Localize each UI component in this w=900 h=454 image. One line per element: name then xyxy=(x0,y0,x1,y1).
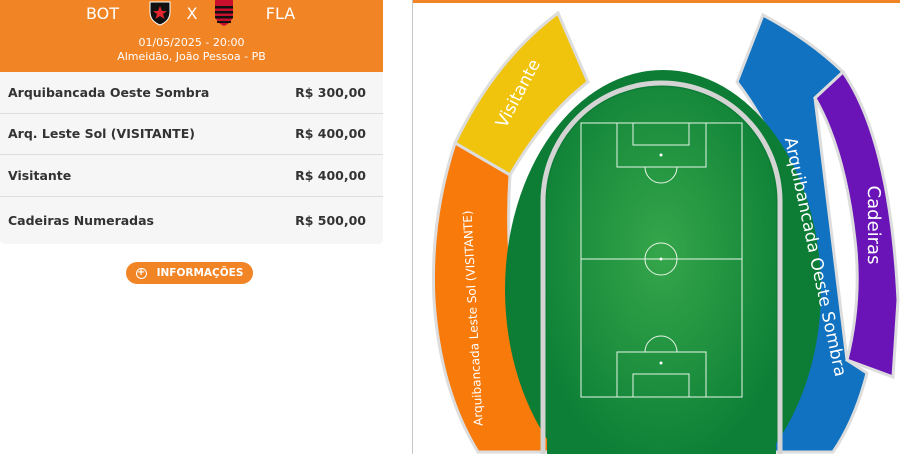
plus-circle-icon: + xyxy=(135,266,147,279)
sector-row[interactable]: Arquibancada Oeste Sombra R$ 300,00 xyxy=(0,72,383,114)
match-header: BOT X FLA 01/05/2025 - 20:00 Almeidão, Jo… xyxy=(0,0,383,72)
botafogo-shield-icon xyxy=(149,1,170,26)
flamengo-shield-icon xyxy=(214,0,233,26)
versus: X xyxy=(186,3,198,23)
match-venue: Almeidão, João Pessoa - PB xyxy=(117,50,266,63)
match-panel: BOT X FLA 01/05/2025 - 20:00 Almeidão, Jo… xyxy=(0,0,383,454)
match-datetime: 01/05/2025 - 20:00 xyxy=(138,36,245,49)
field-area xyxy=(547,87,776,454)
sector-name: Visitante xyxy=(8,167,72,183)
sector-price: R$ 400,00 xyxy=(295,126,366,142)
divider xyxy=(412,0,413,454)
label-cadeiras: Cadeiras xyxy=(863,186,884,265)
sector-price: R$ 300,00 xyxy=(295,84,366,100)
info-button[interactable]: + INFORMAÇÕES xyxy=(126,262,253,284)
accent-line xyxy=(413,0,900,3)
sector-row[interactable]: Arq. Leste Sol (VISITANTE) R$ 400,00 xyxy=(0,114,383,155)
info-button-label: INFORMAÇÕES xyxy=(156,267,244,279)
sector-price: R$ 400,00 xyxy=(295,167,366,183)
sector-name: Arq. Leste Sol (VISITANTE) xyxy=(8,126,195,142)
sector-price: R$ 500,00 xyxy=(295,212,366,228)
sector-list: Arquibancada Oeste Sombra R$ 300,00 Arq. … xyxy=(0,72,383,244)
home-team: BOT xyxy=(85,3,120,23)
running-track xyxy=(540,80,783,454)
sector-cadeiras[interactable] xyxy=(813,69,900,380)
sector-name: Arquibancada Oeste Sombra xyxy=(8,84,210,100)
sector-name: Cadeiras Numeradas xyxy=(8,212,154,228)
sector-visitante[interactable] xyxy=(453,10,590,178)
sector-row[interactable]: Cadeiras Numeradas R$ 500,00 xyxy=(0,197,383,244)
sector-row[interactable]: Visitante R$ 400,00 xyxy=(0,155,383,197)
away-team: FLA xyxy=(265,3,296,23)
